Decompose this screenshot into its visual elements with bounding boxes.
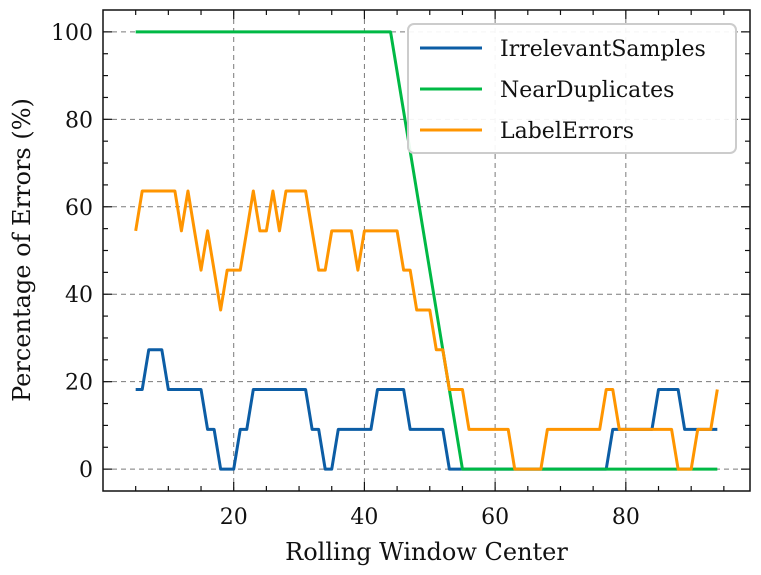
legend-label-irrelevant-samples: IrrelevantSamples [500,37,706,62]
y-tick-label: 20 [65,371,93,396]
x-tick-label: 20 [220,505,248,530]
series-line-label-errors [134,189,719,471]
x-tick-label: 60 [481,505,509,530]
legend-label-label-errors: LabelErrors [500,119,634,144]
x-tick-label: 80 [612,505,640,530]
y-axis-label: Percentage of Errors (%) [8,98,36,402]
legend: IrrelevantSamples NearDuplicates LabelErro… [407,23,737,154]
legend-label-near-duplicates: NearDuplicates [500,78,674,103]
series-line-irrelevant-samples [135,348,718,471]
grid-lines [103,10,750,491]
y-tick-label: 60 [65,196,93,221]
series-line-near-duplicates [135,30,718,471]
x-axis-label: Rolling Window Center [285,538,568,566]
x-tick-label: 40 [350,505,378,530]
tick-labels: 20 40 60 80 0 20 40 60 80 100 [51,21,640,530]
legend-box [407,23,737,154]
y-tick-label: 0 [79,458,93,483]
y-tick-label: 40 [65,283,93,308]
series-layer [134,30,719,471]
y-tick-label: 80 [65,108,93,133]
axis-ticks [103,10,750,491]
y-tick-label: 100 [51,21,93,46]
